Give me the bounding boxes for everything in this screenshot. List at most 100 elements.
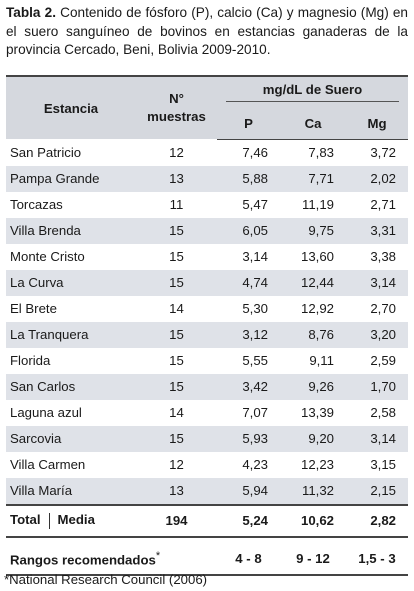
- total-row: Total Media 194 5,24 10,62 2,82: [6, 503, 408, 538]
- total-n: 194: [136, 503, 217, 538]
- header-ca: Ca: [280, 107, 346, 140]
- mg-cell: 3,14: [346, 269, 408, 296]
- n-cell: 15: [136, 269, 217, 296]
- header-n-muestras: N° muestras: [136, 75, 217, 139]
- rangos-label: Rangos recomendados*: [6, 543, 217, 576]
- estancia-cell: La Tranquera: [6, 321, 136, 348]
- estancia-cell: San Patricio: [6, 139, 136, 166]
- data-table: Estancia N° muestras mg/dL de Suero P Ca …: [6, 75, 408, 576]
- rangos-ca: 9 - 12: [280, 543, 346, 576]
- header-p: P: [217, 107, 280, 140]
- mg-cell: 3,20: [346, 321, 408, 348]
- total-mg: 2,82: [346, 503, 408, 538]
- n-cell: 13: [136, 165, 217, 192]
- total-ca: 10,62: [280, 503, 346, 538]
- estancia-cell: Monte Cristo: [6, 243, 136, 270]
- rangos-mg: 1,5 - 3: [346, 543, 408, 576]
- p-cell: 7,46: [217, 139, 280, 166]
- table-row: Laguna azul 14 7,07 13,39 2,58: [6, 399, 408, 426]
- ca-cell: 13,39: [280, 399, 346, 426]
- p-cell: 5,94: [217, 477, 280, 505]
- mg-cell: 3,72: [346, 139, 408, 166]
- n-cell: 12: [136, 451, 217, 478]
- table-row: Villa María 13 5,94 11,32 2,15: [6, 477, 408, 505]
- n-cell: 14: [136, 295, 217, 322]
- caption-label: Tabla 2.: [6, 5, 56, 20]
- mg-cell: 3,38: [346, 243, 408, 270]
- table-row: San Patricio 12 7,46 7,83 3,72: [6, 139, 408, 166]
- table-row: Monte Cristo 15 3,14 13,60 3,38: [6, 243, 408, 270]
- ca-cell: 7,83: [280, 139, 346, 166]
- mg-cell: 2,70: [346, 295, 408, 322]
- mg-cell: 3,31: [346, 217, 408, 244]
- ca-cell: 12,44: [280, 269, 346, 296]
- header-mg-group: mg/dL de Suero: [217, 75, 408, 108]
- table-row: Villa Brenda 15 6,05 9,75 3,31: [6, 217, 408, 244]
- table-row: La Curva 15 4,74 12,44 3,14: [6, 269, 408, 296]
- ca-cell: 13,60: [280, 243, 346, 270]
- estancia-cell: Villa Carmen: [6, 451, 136, 478]
- ca-cell: 9,20: [280, 425, 346, 452]
- header-n-line2: muestras: [147, 109, 206, 124]
- table-row: Sarcovia 15 5,93 9,20 3,14: [6, 425, 408, 452]
- footnote: *National Research Council (2006): [4, 572, 208, 587]
- estancia-cell: Sarcovia: [6, 425, 136, 452]
- header-mg: Mg: [346, 107, 408, 140]
- estancia-cell: Villa Brenda: [6, 217, 136, 244]
- estancia-cell: Torcazas: [6, 191, 136, 218]
- mg-cell: 2,58: [346, 399, 408, 426]
- mg-cell: 2,15: [346, 477, 408, 505]
- estancia-cell: Villa María: [6, 477, 136, 505]
- mg-cell: 3,15: [346, 451, 408, 478]
- n-cell: 15: [136, 425, 217, 452]
- ca-cell: 9,11: [280, 347, 346, 374]
- table-row: Pampa Grande 13 5,88 7,71 2,02: [6, 165, 408, 192]
- ca-cell: 11,19: [280, 191, 346, 218]
- table-row: Torcazas 11 5,47 11,19 2,71: [6, 191, 408, 218]
- ca-cell: 11,32: [280, 477, 346, 505]
- p-cell: 3,12: [217, 321, 280, 348]
- n-cell: 11: [136, 191, 217, 218]
- table-row: San Carlos 15 3,42 9,26 1,70: [6, 373, 408, 400]
- p-cell: 7,07: [217, 399, 280, 426]
- mg-cell: 2,71: [346, 191, 408, 218]
- estancia-cell: La Curva: [6, 269, 136, 296]
- n-cell: 14: [136, 399, 217, 426]
- estancia-cell: Pampa Grande: [6, 165, 136, 192]
- p-cell: 4,74: [217, 269, 280, 296]
- n-cell: 15: [136, 321, 217, 348]
- ca-cell: 8,76: [280, 321, 346, 348]
- ca-cell: 9,75: [280, 217, 346, 244]
- estancia-cell: San Carlos: [6, 373, 136, 400]
- total-label: Total Media: [6, 503, 136, 538]
- rangos-p: 4 - 8: [217, 543, 280, 576]
- mg-cell: 3,14: [346, 425, 408, 452]
- n-cell: 13: [136, 477, 217, 505]
- ca-cell: 7,71: [280, 165, 346, 192]
- p-cell: 3,42: [217, 373, 280, 400]
- ca-cell: 9,26: [280, 373, 346, 400]
- n-cell: 15: [136, 373, 217, 400]
- p-cell: 6,05: [217, 217, 280, 244]
- p-cell: 5,55: [217, 347, 280, 374]
- table-caption: Tabla 2. Contenido de fósforo (P), calci…: [6, 4, 408, 60]
- header-n-line1: N°: [169, 91, 184, 106]
- table-row: El Brete 14 5,30 12,92 2,70: [6, 295, 408, 322]
- mg-cell: 2,02: [346, 165, 408, 192]
- p-cell: 5,93: [217, 425, 280, 452]
- estancia-cell: Florida: [6, 347, 136, 374]
- table-row: Florida 15 5,55 9,11 2,59: [6, 347, 408, 374]
- mg-cell: 2,59: [346, 347, 408, 374]
- p-cell: 4,23: [217, 451, 280, 478]
- p-cell: 5,47: [217, 191, 280, 218]
- p-cell: 3,14: [217, 243, 280, 270]
- header-estancia: Estancia: [6, 75, 136, 139]
- n-cell: 15: [136, 347, 217, 374]
- n-cell: 12: [136, 139, 217, 166]
- mg-cell: 1,70: [346, 373, 408, 400]
- table-row: Villa Carmen 12 4,23 12,23 3,15: [6, 451, 408, 478]
- ca-cell: 12,92: [280, 295, 346, 322]
- total-p: 5,24: [217, 503, 280, 538]
- n-cell: 15: [136, 217, 217, 244]
- p-cell: 5,30: [217, 295, 280, 322]
